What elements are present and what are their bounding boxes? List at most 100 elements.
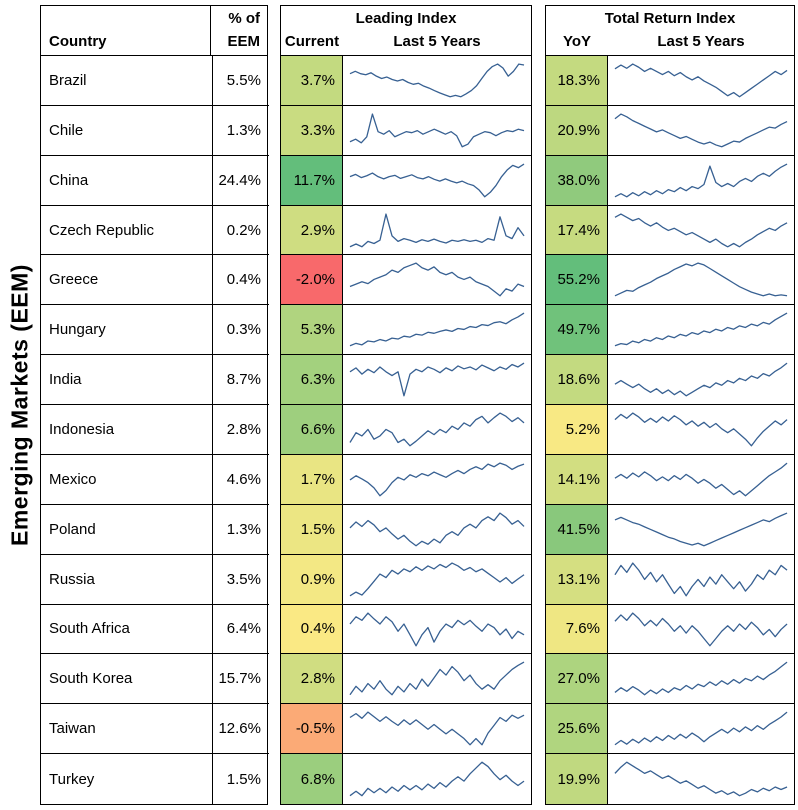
yoy-value: 19.9% xyxy=(546,754,608,804)
table-row: 5.3% xyxy=(281,305,531,356)
sparkline-svg xyxy=(613,758,789,800)
yoy-value: 17.4% xyxy=(546,205,608,255)
total-return-sparkline xyxy=(608,654,794,703)
sparkline-svg xyxy=(348,459,526,500)
leading-sparkline xyxy=(343,156,531,205)
table-row: 41.5% xyxy=(546,504,794,555)
weight-value: 6.4% xyxy=(226,620,261,638)
country-name: South Africa xyxy=(41,604,213,654)
country-name: South Korea xyxy=(41,654,213,704)
table-row: 18.6% xyxy=(546,355,794,406)
table-row: 17.4% xyxy=(546,205,794,256)
total-return-sparkline xyxy=(608,106,794,155)
yoy-value: 38.0% xyxy=(546,155,608,205)
weight-value: 15.7% xyxy=(218,670,261,688)
sparkline-svg xyxy=(613,658,789,699)
total-return-sparkline xyxy=(608,505,794,554)
leading-sparkline xyxy=(343,455,531,504)
leading-current-value: 6.8% xyxy=(281,754,343,804)
leading-current-value: 11.7% xyxy=(281,155,343,205)
leading-sparkline xyxy=(343,605,531,654)
table-row: Hungary 0.3% xyxy=(41,305,269,356)
country-name: Taiwan xyxy=(41,704,213,754)
total-return-sparkline xyxy=(608,156,794,205)
yoy-value: 41.5% xyxy=(546,504,608,554)
weight-value: 2.8% xyxy=(226,420,261,438)
leading-index-table: Leading Index Current Last 5 Years 3.7% 3… xyxy=(280,5,532,805)
country-name: Poland xyxy=(41,504,213,554)
country-column-header: Country xyxy=(41,6,212,55)
sparkline-svg xyxy=(613,309,789,350)
weight-value: 0.2% xyxy=(226,221,261,239)
yoy-value: 18.3% xyxy=(546,56,608,105)
total-return-subheader: YoY Last 5 Years xyxy=(546,33,794,50)
table-row: 14.1% xyxy=(546,454,794,505)
leading-current-value: 2.9% xyxy=(281,205,343,255)
yoy-value: 7.6% xyxy=(546,604,608,654)
sparkline-svg xyxy=(613,60,789,101)
sparkline-svg xyxy=(348,259,526,300)
country-header-label: Country xyxy=(49,33,107,50)
leading-current-value: 1.7% xyxy=(281,454,343,504)
sparkline-svg xyxy=(613,609,789,650)
yoy-value: 49.7% xyxy=(546,305,608,355)
table-row: Taiwan 12.6% xyxy=(41,704,269,755)
leading-sparkline xyxy=(343,704,531,753)
sparkline-svg xyxy=(613,359,789,400)
sparkline-svg xyxy=(348,708,526,749)
pct-of-label: % of xyxy=(228,10,260,27)
sparkline-svg xyxy=(613,459,789,500)
table-row: Chile 1.3% xyxy=(41,105,269,156)
leading-sparkline xyxy=(343,654,531,703)
leading-current-value: 3.3% xyxy=(281,105,343,155)
country-name: Czech Republic xyxy=(41,205,213,255)
country-name: Greece xyxy=(41,255,213,305)
table-row: 1.5% xyxy=(281,504,531,555)
total-return-sparkline xyxy=(608,704,794,753)
country-name: Mexico xyxy=(41,454,213,504)
weight-value: 12.6% xyxy=(218,720,261,738)
table-row: 27.0% xyxy=(546,654,794,705)
sparkline-svg xyxy=(348,409,526,450)
table-row: -2.0% xyxy=(281,255,531,306)
country-name: Turkey xyxy=(41,754,213,804)
leading-current-value: 2.8% xyxy=(281,654,343,704)
table-row: 6.8% xyxy=(281,754,531,804)
total-return-sparkline xyxy=(608,405,794,454)
table-row: India 8.7% xyxy=(41,355,269,406)
table-row: 2.8% xyxy=(281,654,531,705)
leading-current-value: -0.5% xyxy=(281,704,343,754)
table-row: China 24.4% xyxy=(41,155,269,206)
total-return-sparkline xyxy=(608,754,794,804)
table-row: 25.6% xyxy=(546,704,794,755)
weight-value: 0.3% xyxy=(226,321,261,339)
leading-current-value: 5.3% xyxy=(281,305,343,355)
table-row: Indonesia 2.8% xyxy=(41,405,269,455)
table-row: 0.4% xyxy=(281,604,531,655)
current-header: Current xyxy=(284,33,340,50)
sparkline-svg xyxy=(348,309,526,350)
table-row: 0.9% xyxy=(281,554,531,605)
table-row: Brazil 5.5% xyxy=(41,56,269,106)
table-row: South Korea 15.7% xyxy=(41,654,269,705)
total-return-sparkline xyxy=(608,455,794,504)
eem-label: EEM xyxy=(227,33,260,50)
leading-sparkline xyxy=(343,754,531,804)
leading-current-value: 6.3% xyxy=(281,355,343,405)
leading-index-subheader: Current Last 5 Years xyxy=(281,33,531,50)
country-table-header: Country % of EEM xyxy=(41,6,267,56)
sparkline-svg xyxy=(613,559,789,600)
total-return-sparkline xyxy=(608,605,794,654)
yoy-value: 5.2% xyxy=(546,405,608,454)
weight-value: 1.5% xyxy=(226,770,261,788)
leading-sparkline xyxy=(343,206,531,255)
country-name: China xyxy=(41,155,213,205)
table-row: 49.7% xyxy=(546,305,794,356)
weight-value: 5.5% xyxy=(226,71,261,89)
sparkline-svg xyxy=(348,559,526,600)
page-title: Emerging Markets (EEM) xyxy=(6,264,33,546)
table-row: 19.9% xyxy=(546,754,794,804)
sparkline-svg xyxy=(613,210,789,251)
weight-value: 3.5% xyxy=(226,570,261,588)
